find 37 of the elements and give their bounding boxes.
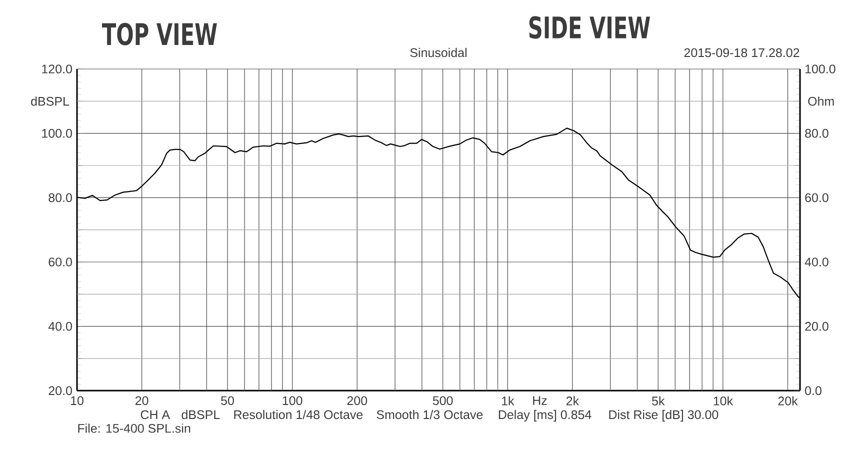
text: CH A	[140, 410, 170, 420]
x-tick-label: 20k	[778, 396, 798, 406]
x-tick-label: 1k	[502, 396, 514, 406]
text: Smooth 1/3 Octave	[376, 410, 483, 420]
x-tick-label: 20	[135, 396, 148, 406]
x-tick-label: 500	[432, 396, 453, 406]
chart-title: Sinusoidal	[410, 48, 466, 58]
x-tick-label: 100	[282, 396, 302, 406]
x-tick-label: 200	[347, 396, 368, 406]
y2-tick-label: 20.0	[805, 322, 828, 331]
x-tick-label: 2k	[566, 396, 580, 406]
y-tick-label: 40.0	[48, 322, 72, 331]
text: dBSPL	[182, 410, 220, 420]
text: 2015-09-18 17.28.02	[684, 48, 800, 58]
text: SIDE VIEW	[529, 16, 650, 39]
y2-tick-label: 100.0	[806, 64, 836, 74]
text: Dist Rise [dB] 30.00	[609, 410, 718, 422]
y2-tick-label: 40.0	[804, 258, 828, 266]
text: File: 15-400 SPL.sin	[78, 424, 190, 433]
x-tick-label: 10k	[714, 396, 734, 406]
text: TOP VIEW	[102, 22, 217, 46]
text: Delay [ms] 0.854	[498, 410, 592, 422]
y-tick-label: 80.0	[48, 193, 72, 202]
y-tick-label: 60.0	[48, 258, 72, 266]
y2-tick-label: 80.0	[805, 128, 828, 138]
x-tick-label: 5k	[652, 396, 665, 406]
y2-axis-title: Ohm	[808, 96, 834, 106]
y-axis-title: dBSPL	[31, 96, 70, 106]
x-axis-title: Hz	[533, 396, 547, 405]
y2-tick-label: 60.0	[805, 193, 828, 202]
x-tick-label: 50	[221, 396, 234, 406]
y2-tick-label: 0.0	[805, 386, 822, 396]
y-tick-label: 20.0	[48, 386, 72, 396]
y-tick-label: 120.0	[42, 64, 72, 74]
x-tick-label: 10	[71, 396, 84, 406]
y-tick-label: 100.0	[42, 128, 72, 138]
text: Resolution 1/48 Octave	[234, 410, 363, 420]
